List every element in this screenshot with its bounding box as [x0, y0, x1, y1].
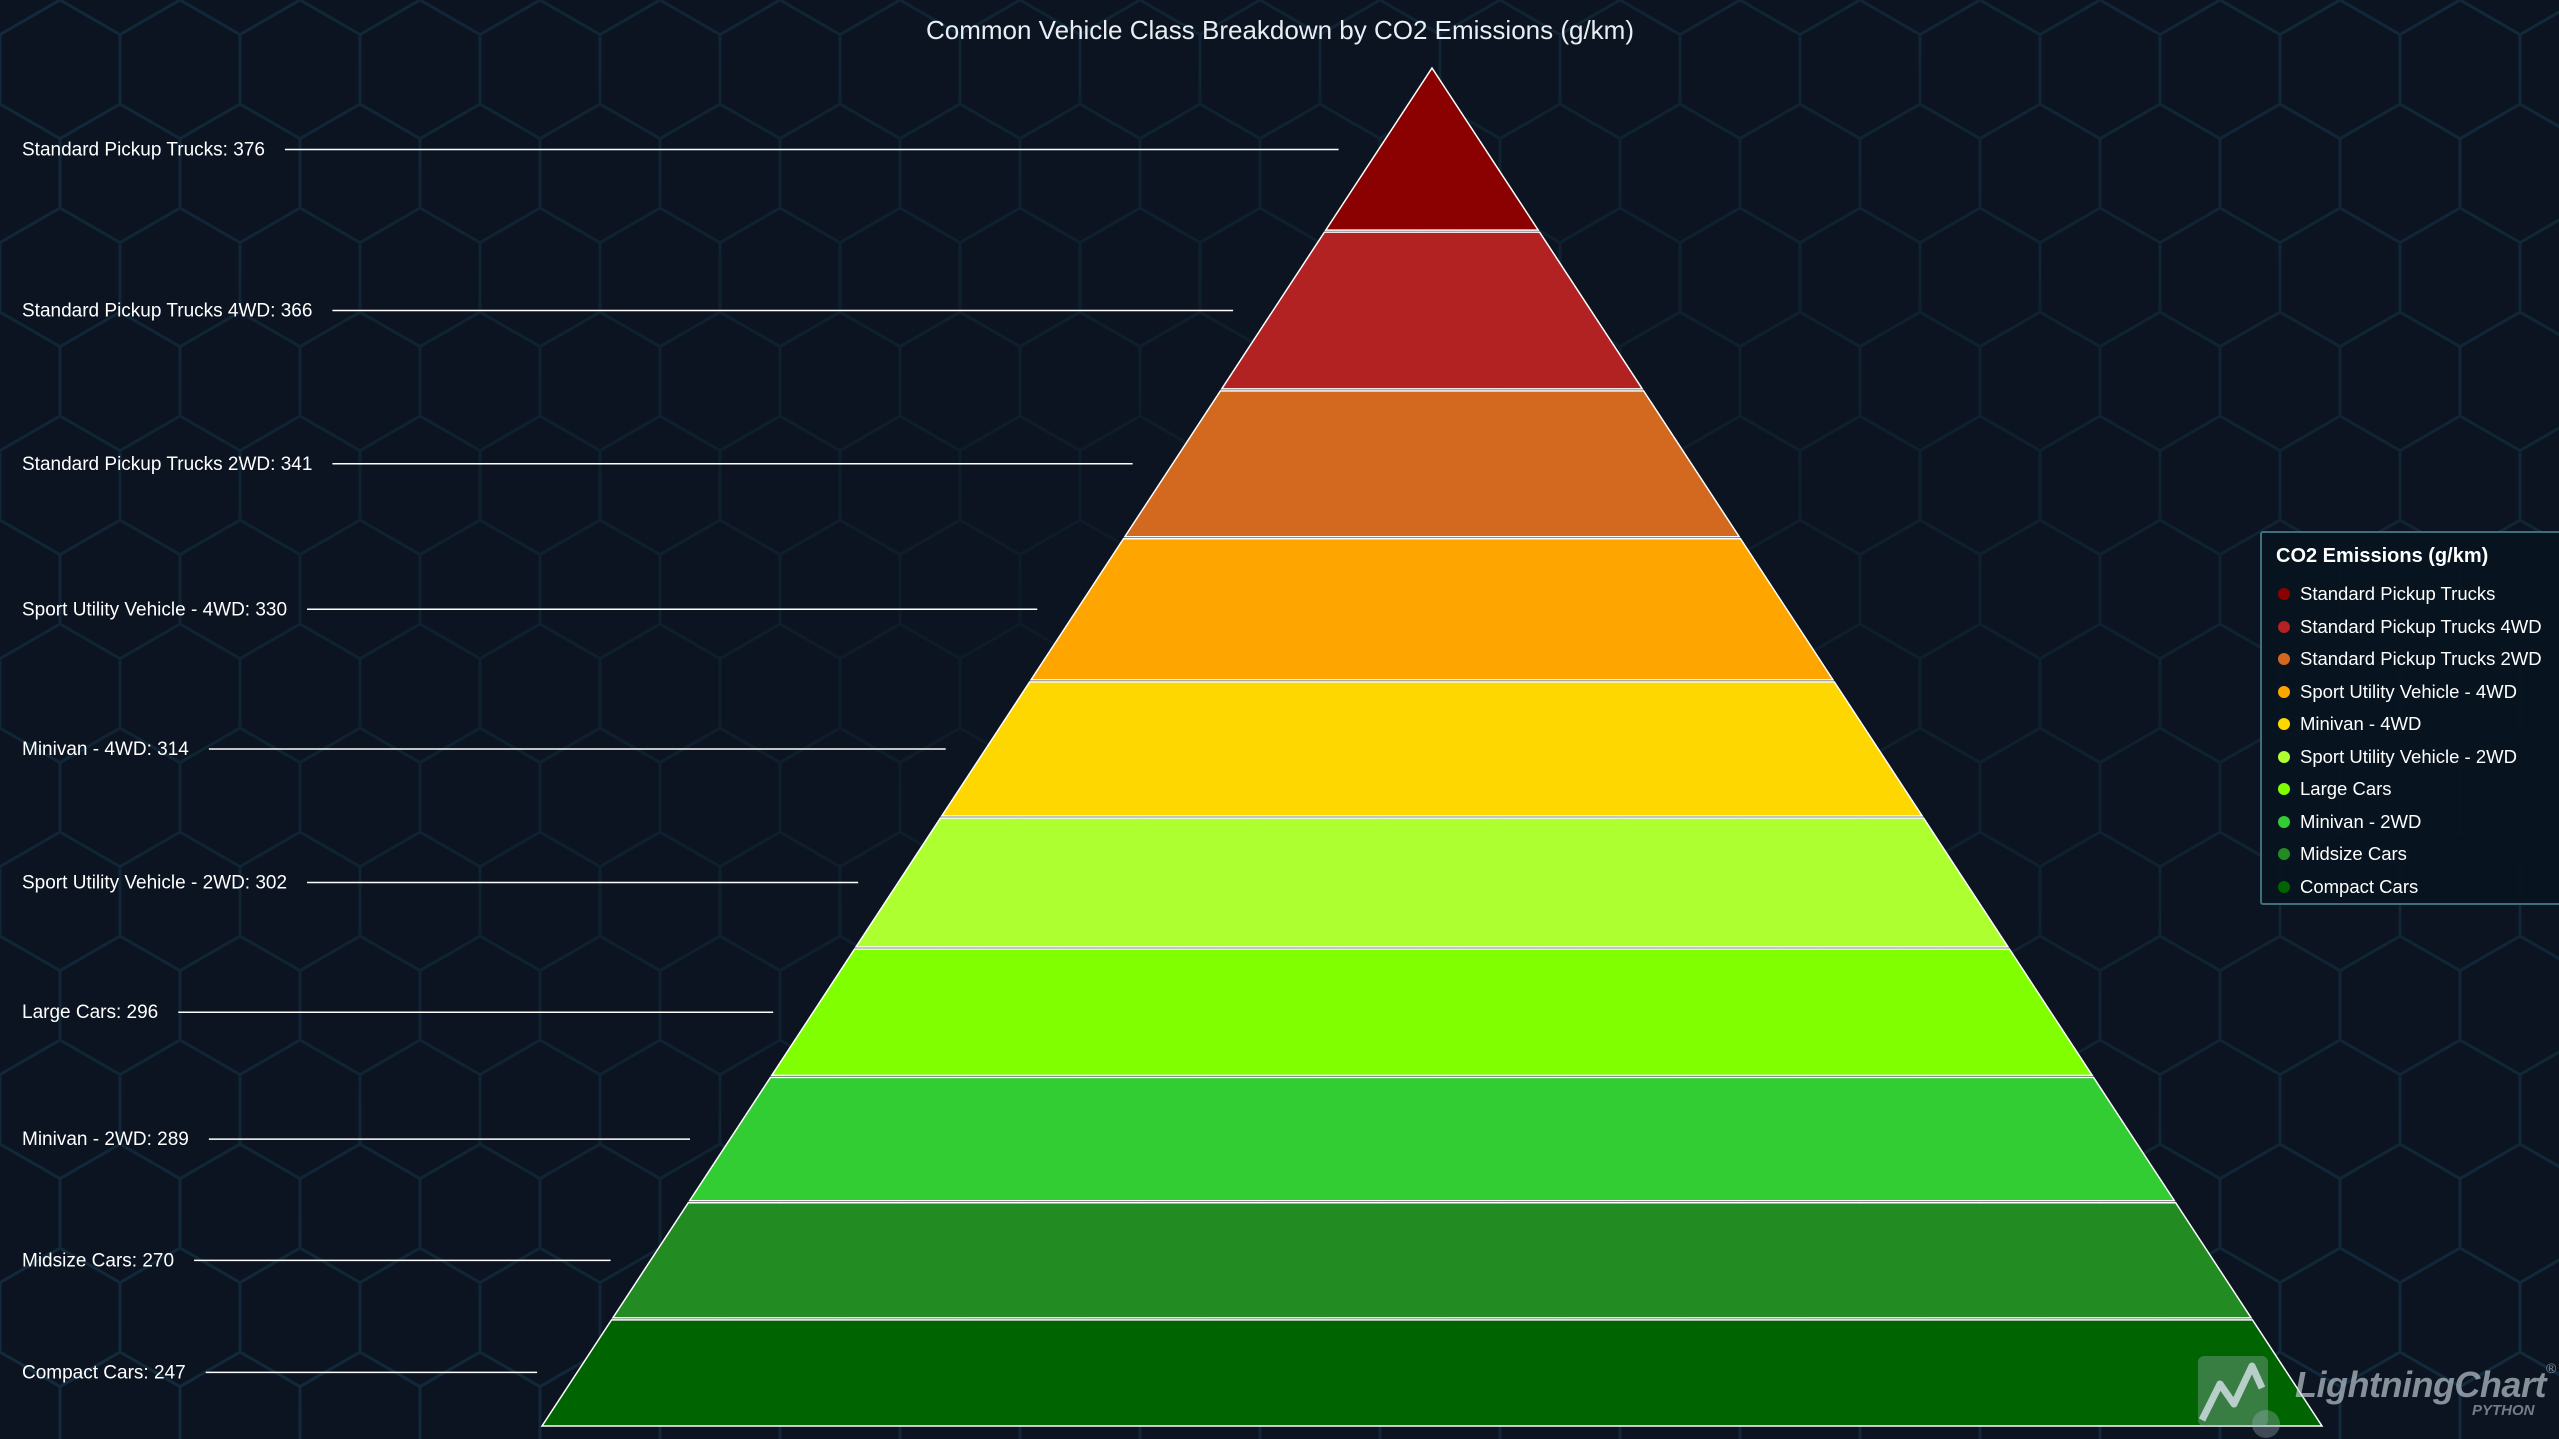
slice-label: Sport Utility Vehicle - 2WD: 302 — [22, 873, 287, 894]
legend-marker-icon — [2278, 685, 2290, 698]
pyramid-slice[interactable] — [1220, 231, 1644, 390]
pyramid-slice[interactable] — [688, 1076, 2176, 1202]
legend-item[interactable]: Minivan - 2WD — [2276, 806, 2559, 839]
legend-item[interactable]: Sport Utility Vehicle - 4WD — [2276, 676, 2559, 709]
slice-label: Midsize Cars: 270 — [22, 1250, 174, 1271]
pyramid-slice[interactable] — [770, 948, 2094, 1077]
legend-item-label: Minivan - 4WD — [2300, 713, 2422, 735]
lightningchart-logo-icon — [2198, 1356, 2280, 1438]
slice-label: Standard Pickup Trucks 4WD: 366 — [22, 300, 312, 321]
legend-marker-icon — [2278, 588, 2290, 601]
pyramid-slice[interactable] — [1029, 537, 1835, 681]
slice-label: Standard Pickup Trucks: 376 — [22, 140, 265, 161]
legend-items: Standard Pickup Trucks Standard Pickup Tr… — [2276, 578, 2559, 903]
pyramid-slice[interactable] — [611, 1202, 2253, 1319]
legend-item-label: Standard Pickup Trucks 2WD — [2300, 648, 2542, 670]
slice-label: Large Cars: 296 — [22, 1002, 158, 1023]
legend-item[interactable]: Standard Pickup Trucks 2WD — [2276, 643, 2559, 676]
legend-marker-icon — [2278, 718, 2290, 731]
slice-label: Minivan - 2WD: 289 — [22, 1129, 189, 1150]
pyramid-slice[interactable] — [940, 681, 1924, 817]
legend-item[interactable]: Midsize Cars — [2276, 838, 2559, 871]
slice-labels: Standard Pickup Trucks: 376 Standard Pick… — [22, 140, 312, 1384]
slice-label: Sport Utility Vehicle - 4WD: 330 — [22, 599, 287, 620]
legend: CO2 Emissions (g/km) Standard Pickup Tru… — [2260, 531, 2559, 905]
legend-item-label: Midsize Cars — [2300, 843, 2407, 865]
slice-label: Compact Cars: 247 — [22, 1362, 186, 1383]
watermark-subtitle: PYTHON — [2472, 1402, 2535, 1419]
leader-lines — [178, 148, 1339, 1374]
legend-marker-icon — [2278, 750, 2290, 763]
legend-item[interactable]: Compact Cars — [2276, 871, 2559, 904]
legend-item-label: Sport Utility Vehicle - 4WD — [2300, 680, 2517, 702]
pyramid-slice[interactable] — [854, 817, 2010, 948]
legend-item[interactable]: Minivan - 4WD — [2276, 708, 2559, 741]
legend-item[interactable]: Sport Utility Vehicle - 2WD — [2276, 741, 2559, 774]
legend-marker-icon — [2278, 653, 2290, 666]
legend-item-label: Minivan - 2WD — [2300, 810, 2422, 832]
legend-title: CO2 Emissions (g/km) — [2276, 545, 2489, 567]
pyramid-slice[interactable] — [1123, 390, 1741, 538]
legend-item[interactable]: Standard Pickup Trucks — [2276, 578, 2559, 611]
chart-title: Common Vehicle Class Breakdown by CO2 Em… — [926, 15, 1634, 45]
legend-marker-icon — [2278, 880, 2290, 893]
legend-marker-icon — [2278, 815, 2290, 828]
watermark-text: LightningChart — [2295, 1364, 2546, 1405]
pyramid-slice[interactable] — [1324, 66, 1540, 231]
watermark-registered: ® — [2546, 1360, 2557, 1376]
legend-item-label: Large Cars — [2300, 778, 2392, 800]
legend-item-label: Standard Pickup Trucks — [2300, 583, 2496, 605]
legend-marker-icon — [2278, 848, 2290, 861]
lightningchart-watermark: LightningChart ® PYTHON — [2190, 1338, 2559, 1439]
legend-item[interactable]: Standard Pickup Trucks 4WD — [2276, 611, 2559, 644]
legend-marker-icon — [2278, 783, 2290, 796]
slice-label: Minivan - 4WD: 314 — [22, 739, 189, 760]
legend-item-label: Standard Pickup Trucks 4WD — [2300, 615, 2542, 637]
legend-item[interactable]: Large Cars — [2276, 773, 2559, 806]
pyramid-slices — [540, 66, 2324, 1427]
pyramid-slice[interactable] — [540, 1319, 2324, 1427]
legend-item-label: Sport Utility Vehicle - 2WD — [2300, 745, 2517, 767]
legend-item-label: Compact Cars — [2300, 875, 2419, 897]
slice-label: Standard Pickup Trucks 2WD: 341 — [22, 454, 312, 475]
legend-marker-icon — [2278, 620, 2290, 633]
